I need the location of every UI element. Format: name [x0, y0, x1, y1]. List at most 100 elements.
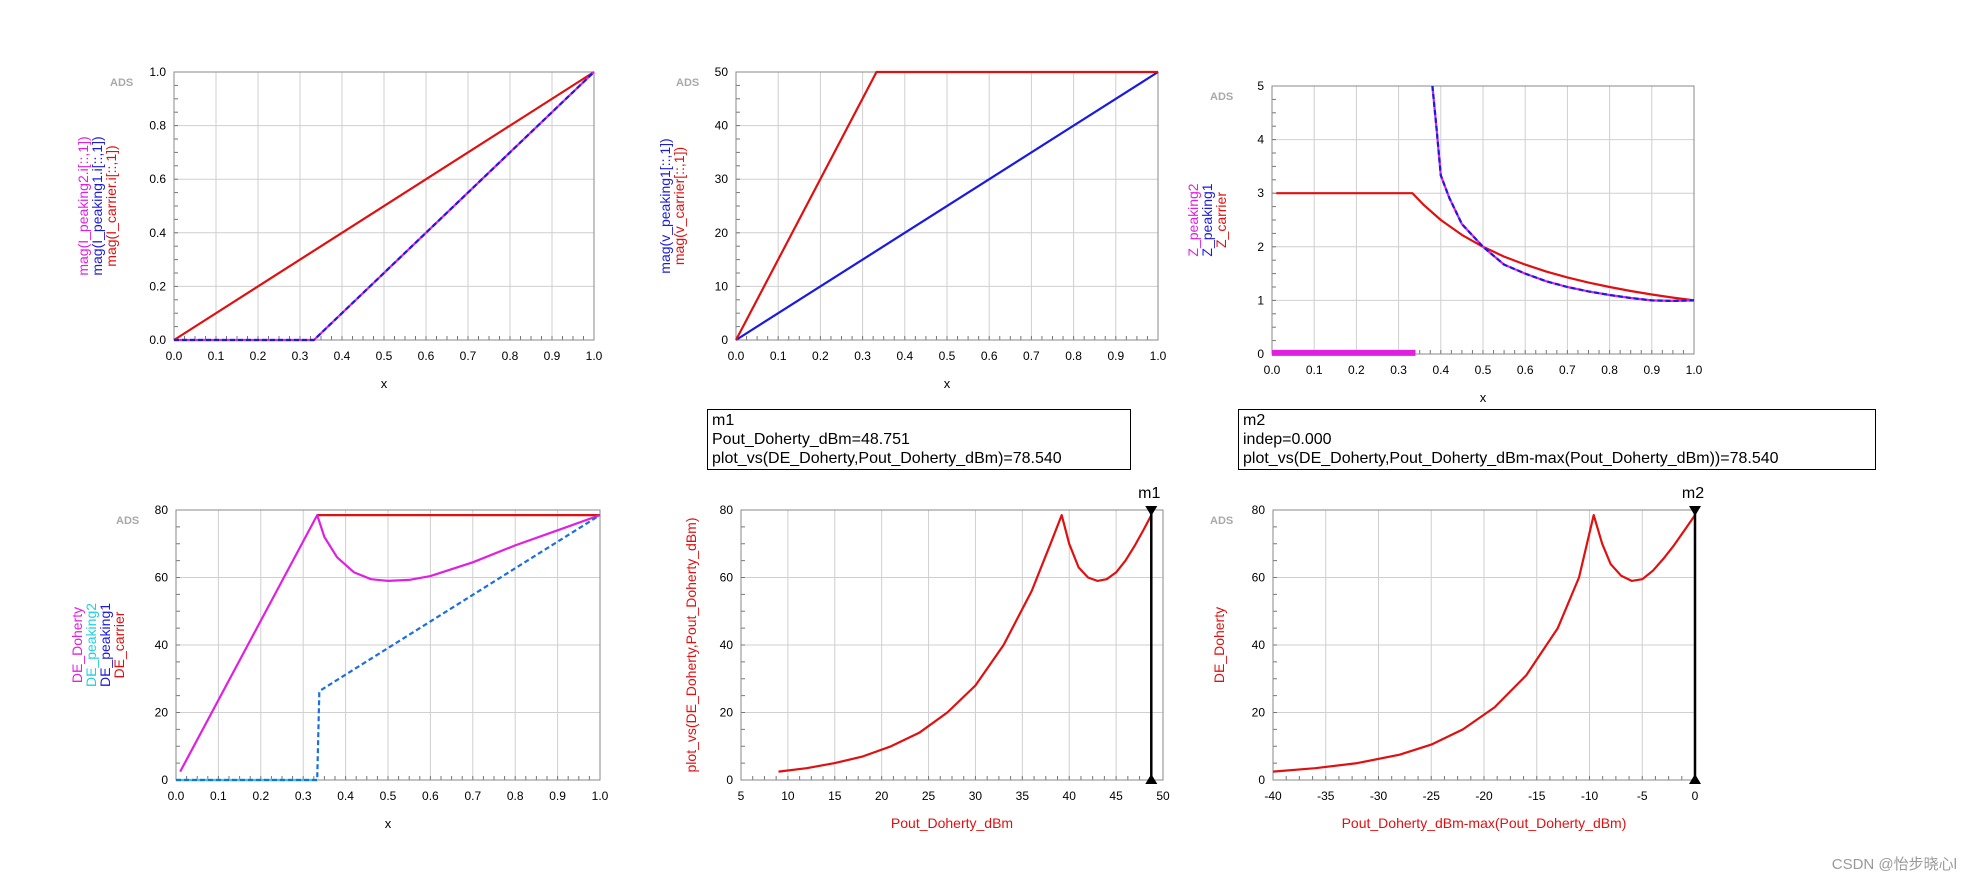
- y-tick-label: 0.4: [149, 226, 166, 240]
- marker-readout-title: m2: [1243, 412, 1266, 429]
- x-tick-label: 0.8: [507, 789, 524, 803]
- x-tick-label: 25: [922, 789, 936, 803]
- marker-top-triangle[interactable]: [1145, 506, 1158, 516]
- y-tick-label: 0: [726, 773, 733, 787]
- y-axis-label: mag(v_carrier[::,1]): [671, 147, 687, 265]
- y-tick-label: 1: [1257, 293, 1264, 307]
- x-tick-label: 0.1: [210, 789, 227, 803]
- plot-frame: [740, 509, 1164, 781]
- x-tick-label: -40: [1264, 789, 1282, 803]
- y-tick-label: 80: [155, 503, 169, 517]
- x-tick-label: 0.0: [728, 349, 745, 363]
- y-tick-label: 60: [155, 571, 169, 585]
- x-tick-label: 0.1: [770, 349, 787, 363]
- chart-4: 0.0 0.1 0.2 0.3 0.4 0.5 0.6 0.7 0.8 0.9 1.0 0 20 40 60…: [69, 503, 609, 831]
- x-tick-label: 0.2: [252, 789, 269, 803]
- x-axis-label: x: [944, 376, 951, 391]
- y-tick-label: 5: [1257, 79, 1264, 93]
- chart-3: 0.0 0.1 0.2 0.3 0.4 0.5 0.6 0.7 0.8 0.9 1.0 0 1 2 3 4 5 A…: [1185, 79, 1703, 405]
- x-tick-label: 0.4: [1432, 363, 1449, 377]
- x-tick-label: -30: [1370, 789, 1388, 803]
- series-line: [173, 71, 595, 341]
- marker-top-triangle[interactable]: [1689, 506, 1701, 516]
- y-tick-label: 20: [155, 706, 169, 720]
- x-tick-label: 0.0: [168, 789, 185, 803]
- x-tick-label: 0.1: [1306, 363, 1323, 377]
- plot-frame: [173, 71, 595, 341]
- x-axis-label: x: [381, 376, 388, 391]
- y-tick-label: 80: [1252, 503, 1266, 517]
- series-line: [778, 513, 1153, 773]
- y-axis-label: DE_peaking2: [83, 603, 99, 687]
- brand-label: ADS: [1210, 91, 1233, 103]
- x-tick-label: 0.5: [376, 349, 393, 363]
- y-tick-label: 40: [155, 638, 169, 652]
- x-tick-label: 0.7: [1559, 363, 1576, 377]
- y-axis-label: mag(I_carrier.i[::,1]): [103, 145, 119, 266]
- y-axis-label: DE_peaking1: [97, 603, 113, 687]
- marker-readout-m2: m2 indep=0.000 plot_vs(DE_Doherty,Pout_D…: [1238, 409, 1876, 470]
- x-tick-label: 0.8: [502, 349, 519, 363]
- marker-bottom-triangle[interactable]: [1689, 774, 1701, 784]
- y-axis-label: DE_carrier: [111, 611, 127, 678]
- x-tick-label: 0.5: [1475, 363, 1492, 377]
- x-tick-label: 0.4: [334, 349, 351, 363]
- y-axis-label: mag(v_peaking1[::,1]): [657, 138, 673, 273]
- x-tick-label: 0.3: [854, 349, 871, 363]
- marker-readout-line: plot_vs(DE_Doherty,Pout_Doherty_dBm)=78.…: [712, 450, 1062, 467]
- y-tick-label: 80: [720, 503, 734, 517]
- brand-label: ADS: [1210, 515, 1233, 527]
- chart-1: 0.0 0.1 0.2 0.3 0.4 0.5 0.6 0.7 0.8 0.9 1.0 0.0 0.2 0…: [75, 65, 603, 391]
- y-tick-label: 20: [720, 706, 734, 720]
- y-tick-label: 0.6: [149, 172, 166, 186]
- y-tick-label: 50: [715, 65, 729, 79]
- plot-frame: [1271, 85, 1695, 355]
- y-tick-label: 0.8: [149, 119, 166, 133]
- watermark: CSDN @怡步晓心l: [1831, 856, 1957, 873]
- y-tick-label: 0: [1257, 347, 1264, 361]
- x-tick-label: 45: [1109, 789, 1123, 803]
- marker-label: m1: [1138, 485, 1160, 502]
- x-tick-label: -5: [1637, 789, 1648, 803]
- x-tick-label: 15: [828, 789, 842, 803]
- x-tick-label: 0.3: [1390, 363, 1407, 377]
- x-tick-label: 0.8: [1601, 363, 1618, 377]
- y-axis-label: mag(I_peaking2.i[::,1]): [75, 136, 91, 275]
- x-tick-label: 50: [1156, 789, 1170, 803]
- x-tick-label: 0.7: [464, 789, 481, 803]
- y-tick-label: 20: [1252, 706, 1266, 720]
- chart-2: 0.0 0.1 0.2 0.3 0.4 0.5 0.6 0.7 0.8 0.9 1.0 0 10 20 30…: [657, 65, 1167, 391]
- x-tick-label: 0.3: [295, 789, 312, 803]
- brand-label: ADS: [110, 77, 133, 89]
- y-tick-label: 3: [1257, 186, 1264, 200]
- y-axis-label: mag(I_peaking1.i[::,1]): [89, 136, 105, 275]
- x-tick-label: 0.6: [418, 349, 435, 363]
- marker-bottom-triangle[interactable]: [1145, 774, 1158, 784]
- x-axis-label: x: [385, 816, 392, 831]
- y-tick-label: 30: [715, 172, 729, 186]
- x-tick-label: 0: [1692, 789, 1699, 803]
- series-line: [735, 70, 1158, 341]
- x-tick-label: 10: [781, 789, 795, 803]
- x-tick-label: 40: [1063, 789, 1077, 803]
- x-tick-label: 0.7: [460, 349, 477, 363]
- x-tick-label: 0.5: [939, 349, 956, 363]
- marker-label: m2: [1682, 485, 1704, 502]
- y-tick-label: 1.0: [149, 65, 166, 79]
- y-axis-label: Z_peaking2: [1185, 183, 1201, 256]
- x-tick-label: 0.5: [380, 789, 397, 803]
- x-tick-label: 0.8: [1065, 349, 1082, 363]
- series-line: [735, 71, 1159, 341]
- x-tick-label: -15: [1528, 789, 1546, 803]
- x-tick-label: 0.3: [292, 349, 309, 363]
- x-axis-label: Pout_Doherty_dBm: [891, 815, 1013, 831]
- x-tick-label: 0.0: [1264, 363, 1281, 377]
- x-tick-label: -10: [1581, 789, 1599, 803]
- y-tick-label: 20: [715, 226, 729, 240]
- x-tick-label: 0.2: [1348, 363, 1365, 377]
- x-tick-label: -20: [1475, 789, 1493, 803]
- x-tick-label: 20: [875, 789, 889, 803]
- y-tick-label: 4: [1257, 133, 1264, 147]
